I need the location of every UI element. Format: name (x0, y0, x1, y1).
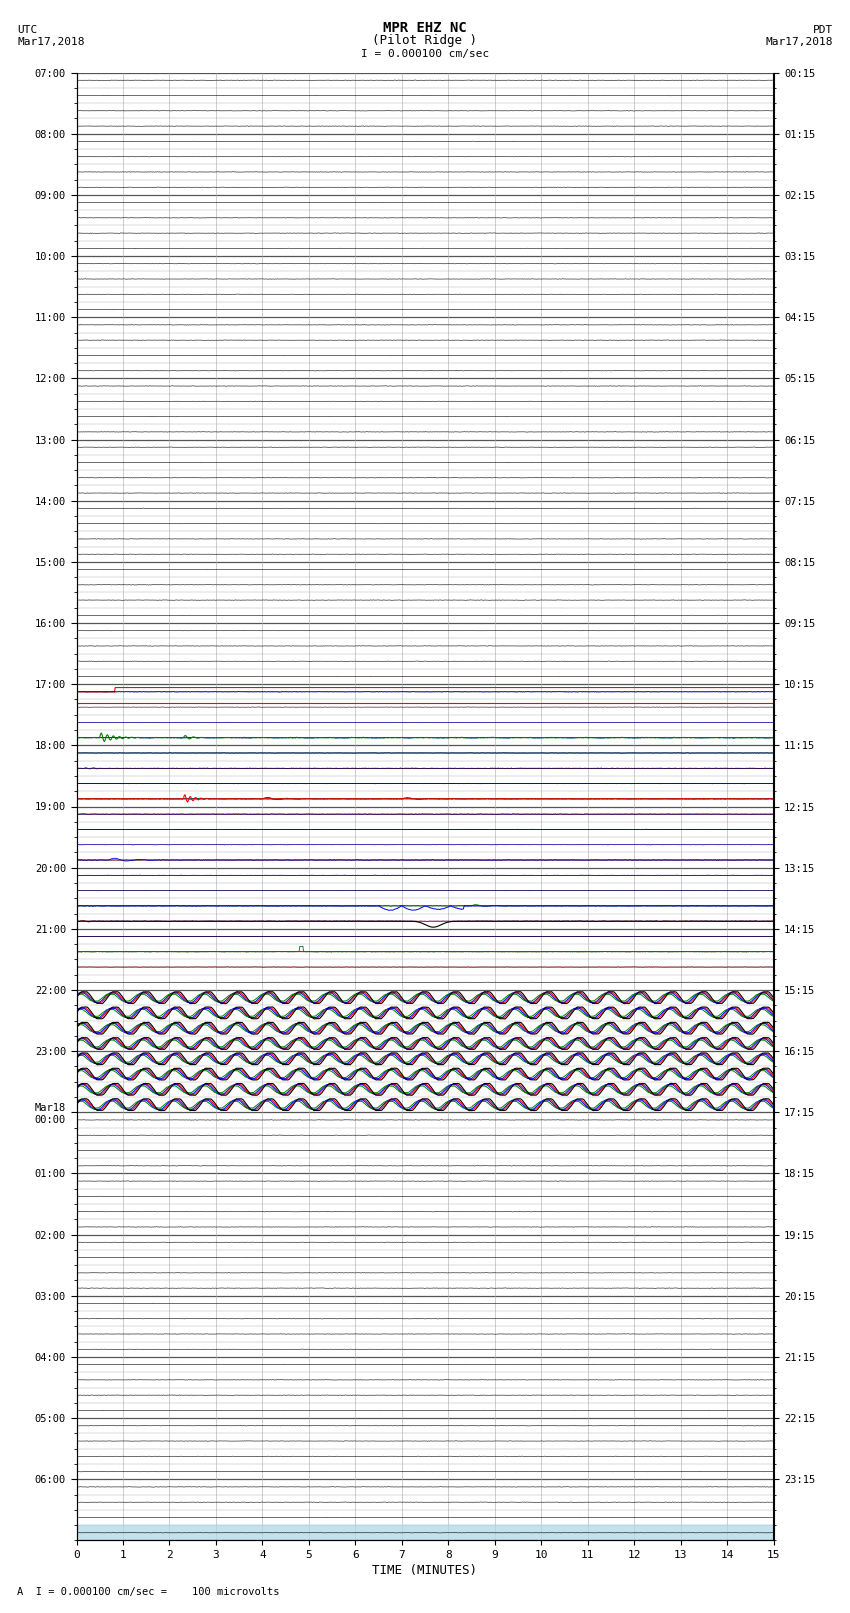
Text: I = 0.000100 cm/sec: I = 0.000100 cm/sec (361, 48, 489, 58)
Text: A  I = 0.000100 cm/sec =    100 microvolts: A I = 0.000100 cm/sec = 100 microvolts (17, 1587, 280, 1597)
Text: (Pilot Ridge ): (Pilot Ridge ) (372, 34, 478, 47)
Text: Mar17,2018: Mar17,2018 (17, 37, 84, 47)
Text: MPR EHZ NC: MPR EHZ NC (383, 21, 467, 35)
Text: PDT: PDT (813, 24, 833, 35)
X-axis label: TIME (MINUTES): TIME (MINUTES) (372, 1565, 478, 1578)
Text: UTC: UTC (17, 24, 37, 35)
Text: Mar17,2018: Mar17,2018 (766, 37, 833, 47)
Bar (76, 1526, 774, 1540)
